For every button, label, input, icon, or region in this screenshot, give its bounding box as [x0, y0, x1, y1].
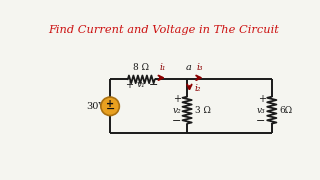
- Circle shape: [101, 97, 119, 116]
- Text: 3 Ω: 3 Ω: [195, 106, 211, 115]
- Text: i₃: i₃: [197, 63, 204, 72]
- Text: i₂: i₂: [195, 84, 201, 93]
- Text: +: +: [125, 80, 133, 90]
- Text: a: a: [186, 63, 192, 72]
- Text: 30V: 30V: [86, 102, 106, 111]
- Text: +: +: [173, 94, 181, 104]
- Text: +: +: [106, 99, 114, 109]
- Text: v₁: v₁: [137, 80, 146, 89]
- Text: −: −: [105, 104, 115, 114]
- Text: 8 Ω: 8 Ω: [133, 63, 149, 72]
- Text: Find Current and Voltage in The Circuit: Find Current and Voltage in The Circuit: [49, 25, 279, 35]
- Text: −: −: [172, 116, 181, 126]
- Text: i₁: i₁: [159, 63, 166, 72]
- Text: +: +: [258, 94, 266, 104]
- Text: v₃: v₃: [257, 106, 266, 115]
- Text: 6Ω: 6Ω: [279, 106, 292, 115]
- Text: −: −: [148, 80, 158, 90]
- Text: v₂: v₂: [172, 106, 181, 115]
- Text: −: −: [256, 116, 266, 126]
